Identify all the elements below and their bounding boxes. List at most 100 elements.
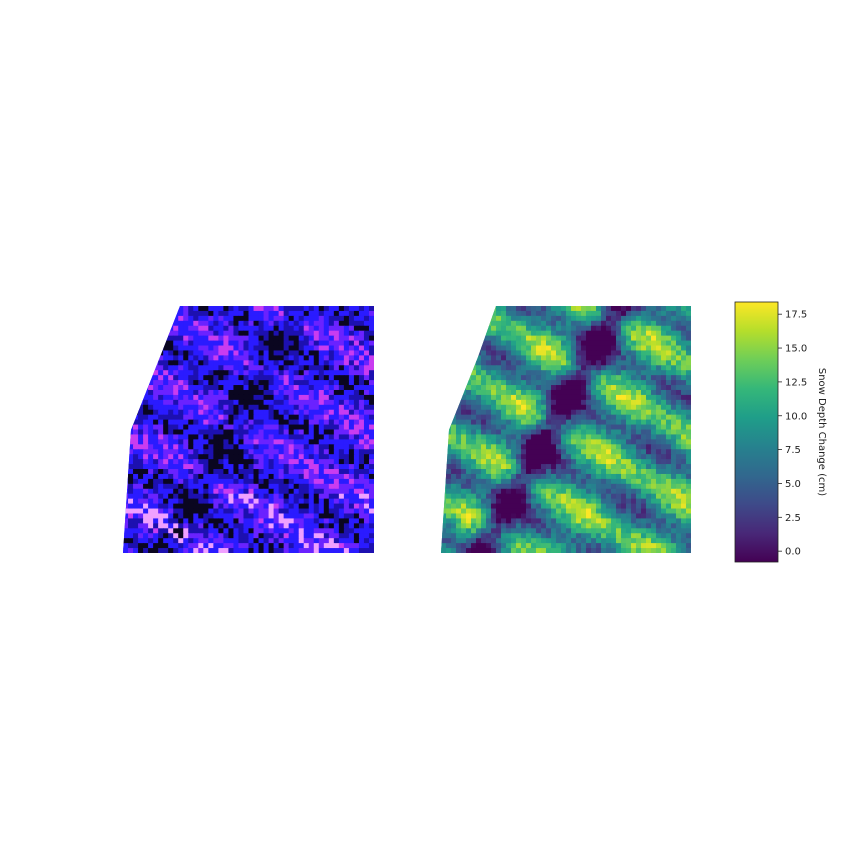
heatmap-cell (153, 394, 159, 401)
heatmap-cell (496, 335, 502, 342)
heatmap-cell (661, 503, 667, 510)
heatmap-cell (471, 508, 477, 515)
heatmap-cell (471, 409, 477, 416)
heatmap-cell (666, 399, 672, 406)
heatmap-cell (496, 394, 502, 401)
heatmap-cell (681, 464, 687, 470)
heatmap-cell (143, 350, 149, 356)
heatmap-cell (461, 370, 467, 376)
heatmap-cell (223, 454, 230, 460)
heatmap-cell (363, 394, 370, 401)
heatmap-cell (646, 528, 652, 534)
heatmap-cell (616, 429, 622, 436)
heatmap-cell (501, 404, 507, 411)
heatmap-cell (521, 459, 527, 465)
heatmap-cell (353, 375, 360, 381)
heatmap-cell (601, 478, 607, 485)
heatmap-cell (446, 389, 452, 396)
heatmap-cell (148, 538, 154, 544)
heatmap-cell (566, 508, 572, 515)
heatmap-cell (273, 488, 280, 495)
heatmap-cell (273, 375, 280, 381)
heatmap-cell (526, 538, 532, 544)
heatmap-cell (233, 493, 240, 500)
heatmap-cell (566, 315, 572, 322)
heatmap-cell (158, 478, 164, 485)
heatmap-cell (208, 404, 214, 411)
heatmap-cell (173, 380, 179, 386)
heatmap-cell (516, 464, 522, 470)
heatmap-cell (486, 320, 492, 327)
heatmap-cell (223, 306, 230, 312)
heatmap-cell (293, 419, 300, 426)
heatmap-cell (328, 360, 335, 366)
heatmap-cell (203, 513, 209, 520)
heatmap-cell (128, 320, 134, 327)
heatmap-cell (666, 394, 672, 401)
heatmap-cell (318, 325, 325, 332)
heatmap-cell (313, 355, 320, 361)
heatmap-cell (446, 385, 452, 391)
heatmap-cell (313, 414, 320, 421)
heatmap-cell (506, 528, 512, 534)
heatmap-cell (601, 345, 607, 352)
heatmap-cell (248, 350, 255, 356)
heatmap-cell (323, 528, 330, 534)
heatmap-cell (476, 444, 482, 450)
heatmap-cell (491, 389, 497, 396)
heatmap-cell (123, 478, 129, 485)
heatmap-cell (308, 414, 315, 421)
heatmap-cell (541, 508, 547, 515)
heatmap-cell (363, 325, 370, 332)
heatmap-cell (501, 355, 507, 361)
heatmap-cell (303, 469, 310, 475)
heatmap-cell (338, 454, 345, 460)
heatmap-cell (258, 385, 265, 391)
heatmap-cell (213, 548, 219, 553)
heatmap-cell (621, 543, 627, 549)
heatmap-cell (218, 380, 224, 386)
heatmap-cell (333, 370, 340, 376)
heatmap-cell (491, 380, 497, 386)
heatmap-cell (566, 340, 572, 347)
heatmap-cell (198, 345, 204, 352)
heatmap-cell (616, 454, 622, 460)
heatmap-cell (198, 389, 204, 396)
heatmap-cell (501, 498, 507, 505)
heatmap-cell (516, 320, 522, 327)
heatmap-cell (466, 478, 472, 485)
heatmap-cell (461, 483, 467, 490)
heatmap-cell (456, 493, 462, 500)
heatmap-cell (238, 409, 245, 416)
heatmap-cell (516, 380, 522, 386)
heatmap-cell (611, 325, 617, 332)
heatmap-cell (486, 365, 492, 371)
heatmap-cell (501, 360, 507, 366)
heatmap-cell (531, 325, 537, 332)
heatmap-cell (531, 385, 537, 391)
heatmap-cell (273, 409, 280, 416)
heatmap-cell (461, 380, 467, 386)
heatmap-cell (143, 424, 149, 431)
heatmap-cell (571, 434, 577, 440)
heatmap-cell (451, 419, 457, 426)
heatmap-cell (641, 538, 647, 544)
heatmap-cell (566, 449, 572, 455)
heatmap-cell (516, 424, 522, 431)
heatmap-cell (511, 533, 517, 539)
heatmap-cell (268, 459, 275, 465)
heatmap-cell (521, 493, 527, 500)
heatmap-cell (268, 508, 275, 515)
heatmap-cell (686, 350, 691, 356)
heatmap-cell (646, 404, 652, 411)
heatmap-cell (601, 404, 607, 411)
heatmap-cell (288, 548, 295, 553)
heatmap-cell (318, 493, 325, 500)
heatmap-cell (273, 513, 280, 520)
heatmap-cell (128, 310, 134, 317)
heatmap-cell (168, 538, 174, 544)
heatmap-cell (343, 355, 350, 361)
heatmap-cell (651, 389, 657, 396)
heatmap-cell (536, 459, 542, 465)
heatmap-cell (451, 360, 457, 366)
